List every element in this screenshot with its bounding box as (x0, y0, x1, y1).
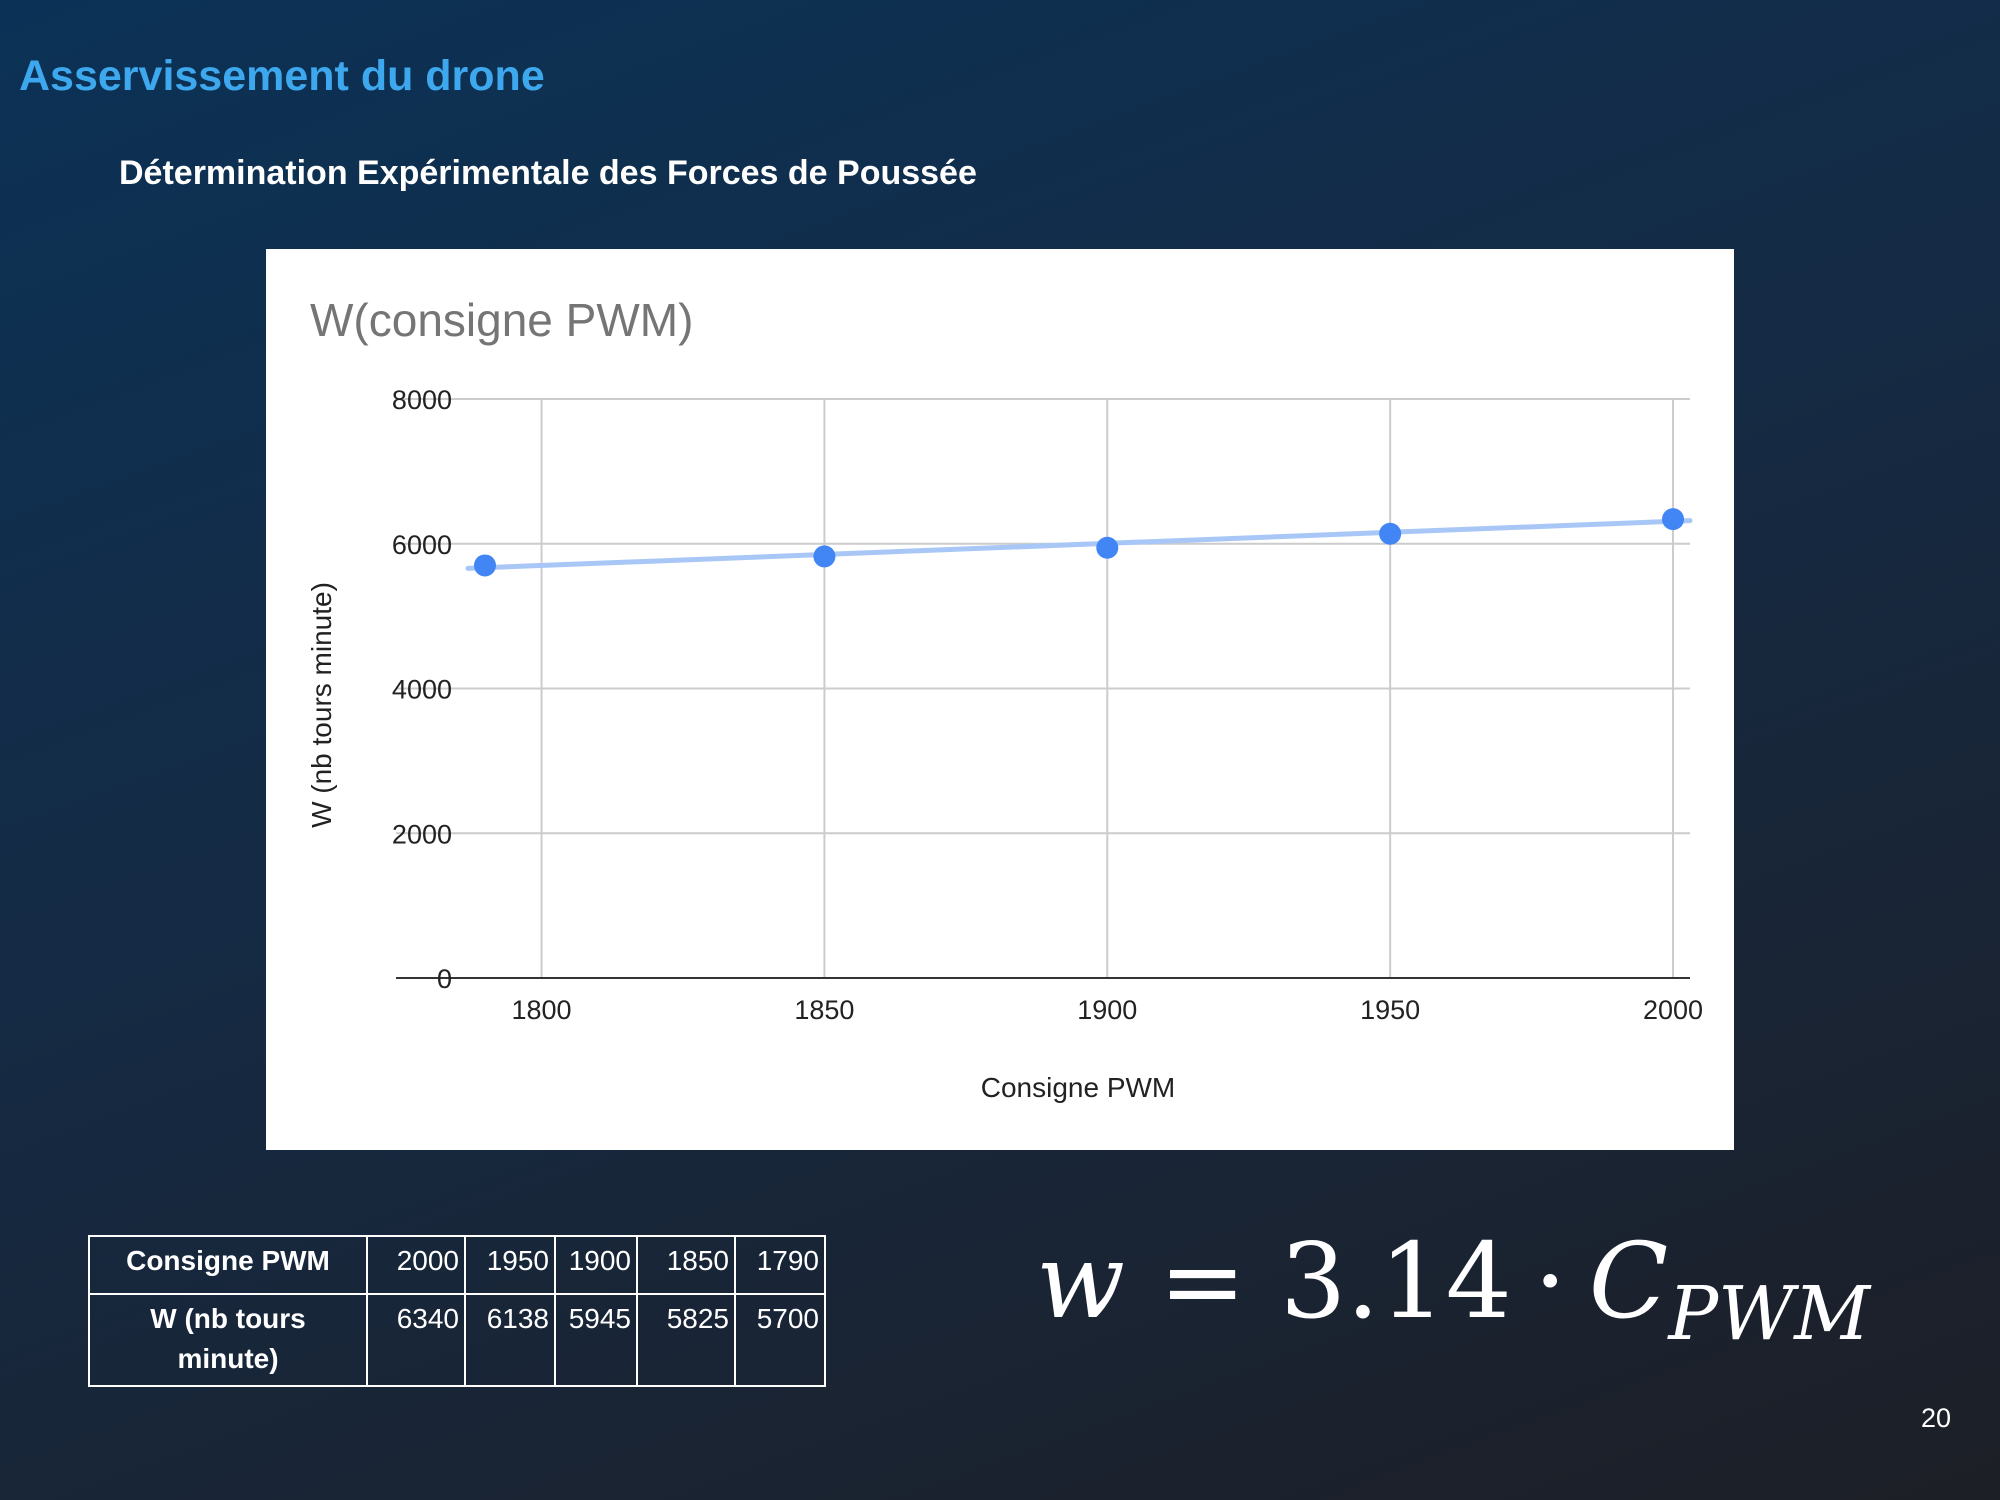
x-axis-label: Consigne PWM (981, 1072, 1176, 1103)
slide-subtitle: Détermination Expérimentale des Forces d… (119, 154, 977, 192)
chart-title: W(consigne PWM) (310, 294, 693, 346)
table-cell: 1900 (554, 1235, 638, 1295)
table-cell: 1950 (464, 1235, 556, 1295)
row-header-pwm: Consigne PWM (88, 1235, 368, 1295)
formula-subscript: PWM (1668, 1271, 1870, 1357)
table-row: W (nb tours minute) 6340 6138 5945 5825 … (88, 1293, 826, 1387)
data-point (1662, 508, 1685, 531)
x-tick-label: 2000 (1643, 995, 1703, 1025)
table-cell: 1790 (734, 1235, 826, 1295)
table-cell: 1850 (636, 1235, 736, 1295)
table-row: Consigne PWM 2000 1950 1900 1850 1790 (88, 1235, 826, 1295)
formula-var: C (1588, 1220, 1669, 1342)
chart: W(consigne PWM) 0 2000 4000 6000 8000 1800 1850… (306, 294, 1703, 1103)
formula-lhs: w (1036, 1220, 1126, 1342)
data-table: Consigne PWM 2000 1950 1900 1850 1790 W … (88, 1235, 826, 1387)
y-tick-label: 6000 (392, 530, 452, 560)
x-tick-label: 1800 (512, 995, 572, 1025)
table-cell: 2000 (366, 1235, 466, 1295)
y-tick-label: 0 (437, 964, 452, 994)
table-cell: 5700 (734, 1293, 826, 1387)
data-point (1096, 536, 1119, 559)
y-tick-label: 2000 (392, 819, 452, 849)
page-number: 20 (1921, 1403, 1952, 1433)
x-tick-label: 1950 (1360, 995, 1420, 1025)
formula-dot: · (1533, 1220, 1567, 1342)
data-point (473, 554, 496, 577)
trendline (465, 518, 1693, 571)
y-axis-label: W (nb tours minute) (306, 582, 337, 828)
x-tick-label: 1850 (794, 995, 854, 1025)
chart-panel: W(consigne PWM) 0 2000 4000 6000 8000 1800 1850… (266, 249, 1734, 1150)
table-cell: 5945 (554, 1293, 638, 1387)
formula: w = 3.14 · CPWM (1036, 1220, 1870, 1357)
slide-title: Asservissement du drone (19, 52, 545, 100)
row-header-w: W (nb tours minute) (88, 1293, 368, 1387)
x-tick-label: 1900 (1077, 995, 1137, 1025)
y-tick-label: 4000 (392, 675, 452, 705)
formula-equals: = (1159, 1220, 1247, 1342)
y-tick-label: 8000 (392, 385, 452, 415)
table-cell: 6340 (366, 1293, 466, 1387)
table-cell: 6138 (464, 1293, 556, 1387)
formula-coefficient: 3.14 (1280, 1220, 1512, 1342)
table-cell: 5825 (636, 1293, 736, 1387)
data-point (1379, 522, 1402, 545)
data-point (813, 545, 836, 568)
